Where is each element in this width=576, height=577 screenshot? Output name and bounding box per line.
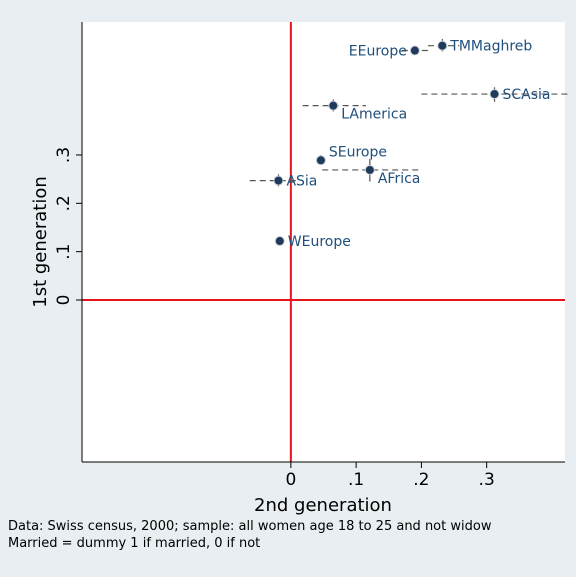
data-point — [489, 89, 500, 100]
x-axis-label: 2nd generation — [254, 495, 392, 516]
y-tick-label: .1 — [54, 244, 74, 260]
plot-area — [82, 22, 565, 462]
x-tick-label: .3 — [479, 470, 495, 490]
point-label: EEurope — [349, 44, 407, 60]
point-label: ASia — [286, 174, 317, 190]
data-note: Data: Swiss census, 2000; sample: all wo… — [8, 519, 492, 534]
y-tick-label: .2 — [54, 195, 74, 211]
y-axis-label: 1st generation — [30, 176, 51, 308]
data-point — [409, 45, 420, 56]
y-tick-label: .3 — [54, 147, 74, 163]
data-point — [273, 175, 284, 186]
point-label: TMMaghreb — [449, 39, 532, 55]
data-point — [364, 164, 375, 175]
point-label: LAmerica — [341, 107, 407, 123]
x-tick-label: .1 — [348, 470, 364, 490]
point-label: AFrica — [378, 171, 421, 187]
point-label: SEurope — [329, 144, 387, 160]
data-point — [437, 40, 448, 51]
data-point — [274, 236, 285, 247]
x-tick-label: .2 — [413, 470, 429, 490]
point-label: WEurope — [288, 234, 351, 250]
data-point — [328, 100, 339, 111]
definition-note: Married = dummy 1 if married, 0 if not — [8, 536, 261, 551]
point-label: SCAsia — [503, 87, 551, 103]
data-point — [315, 155, 326, 166]
y-tick-label: 0 — [54, 295, 74, 306]
x-tick-label: 0 — [285, 470, 296, 490]
